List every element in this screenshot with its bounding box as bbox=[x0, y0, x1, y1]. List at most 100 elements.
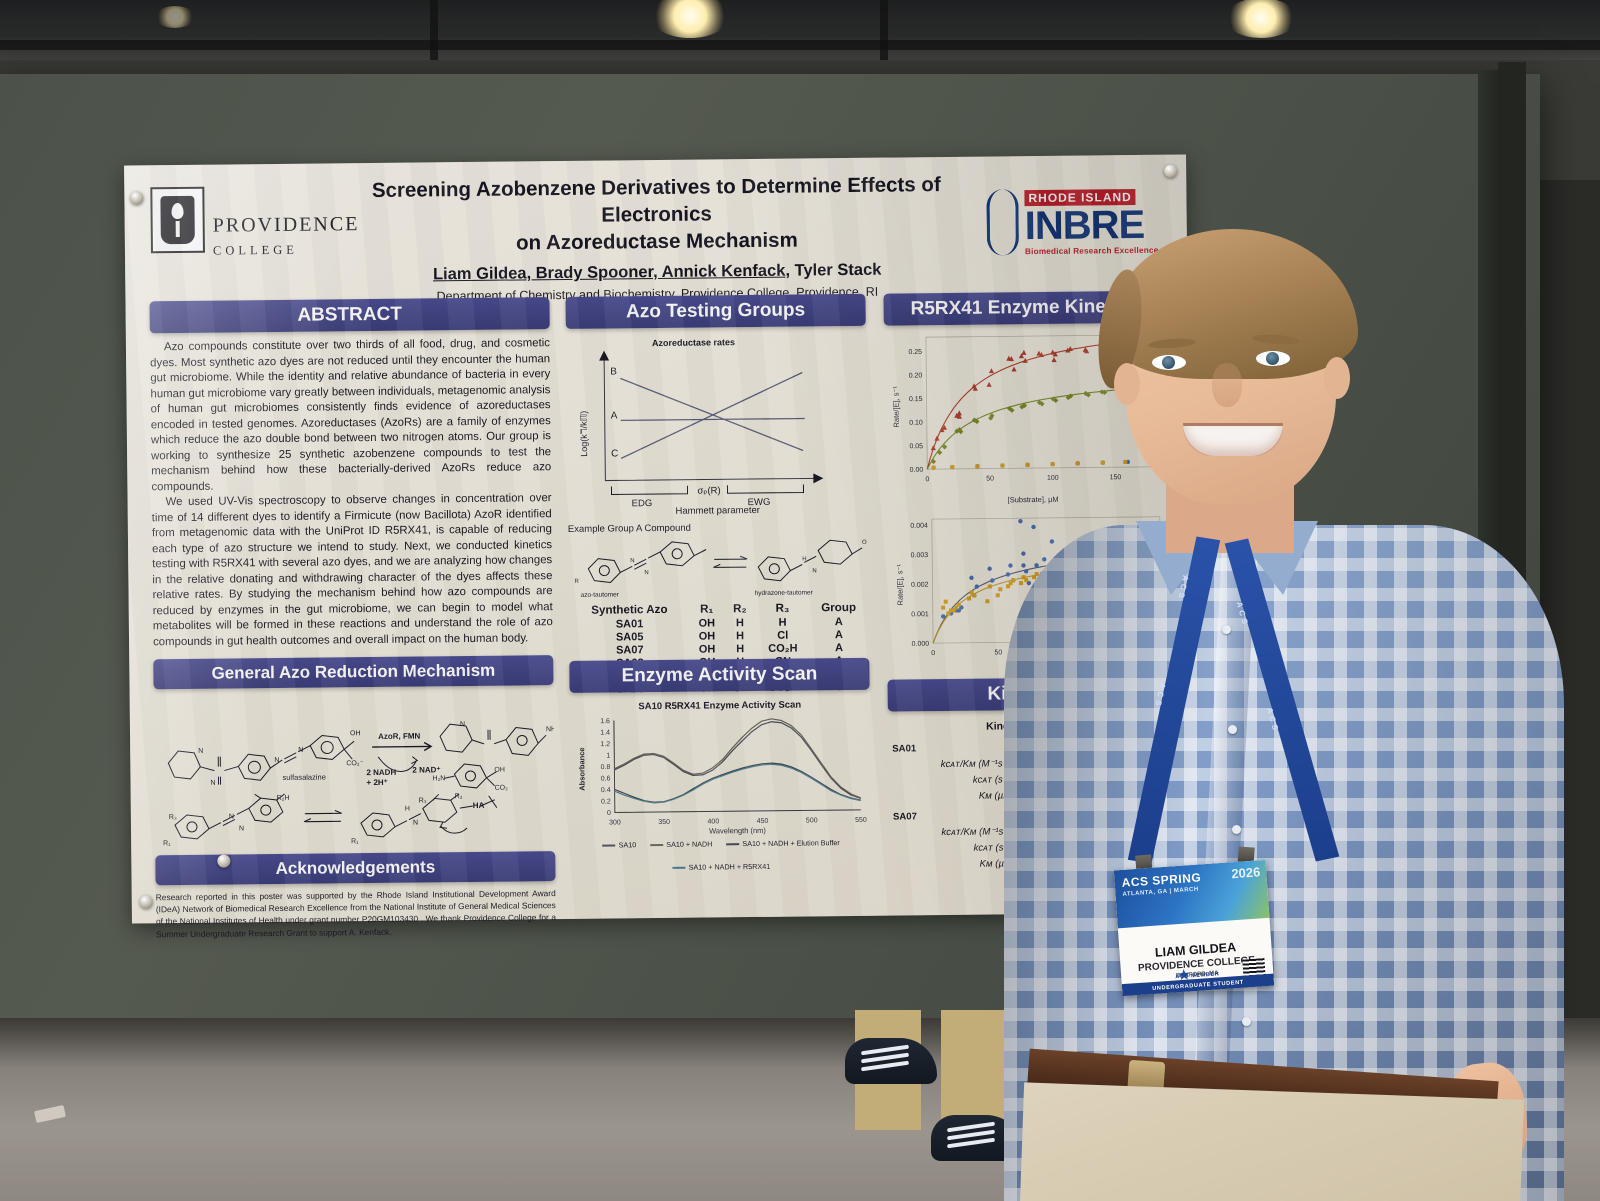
svg-text:2 NAD⁺: 2 NAD⁺ bbox=[412, 765, 440, 774]
badge-year: 2026 bbox=[1230, 864, 1261, 882]
person-eye-right bbox=[1256, 351, 1290, 366]
data-point bbox=[987, 566, 992, 571]
svg-text:CO₂: CO₂ bbox=[495, 785, 509, 792]
data-point bbox=[937, 449, 943, 456]
data-point bbox=[974, 418, 980, 425]
svg-text:300: 300 bbox=[609, 819, 621, 826]
svg-text:1: 1 bbox=[606, 753, 610, 760]
azo-cell: H bbox=[735, 616, 745, 629]
data-point bbox=[956, 602, 961, 607]
svg-text:450: 450 bbox=[757, 818, 769, 825]
data-point bbox=[990, 578, 995, 583]
data-point bbox=[1018, 353, 1025, 359]
data-point bbox=[1018, 518, 1023, 524]
column-middle: Azo Testing Groups Azoreductase rates B … bbox=[565, 293, 869, 696]
column-middle-scan: Enzyme Activity Scan SA10 R5RX41 Enzyme … bbox=[569, 657, 871, 873]
azo-cell: OH bbox=[698, 629, 716, 643]
data-point bbox=[1021, 551, 1026, 556]
data-point bbox=[985, 599, 990, 604]
shirt-button bbox=[1228, 725, 1237, 734]
svg-text:0.10: 0.10 bbox=[909, 420, 923, 427]
azo-header-0: Synthetic Azo bbox=[591, 602, 668, 617]
svg-text:0.004: 0.004 bbox=[910, 523, 928, 530]
scan-series-line bbox=[614, 763, 861, 804]
data-point bbox=[975, 464, 980, 469]
section-heading-azo-testing-groups: Azo Testing Groups bbox=[565, 293, 866, 329]
svg-text:N: N bbox=[198, 748, 203, 755]
background-person bbox=[845, 1010, 1035, 1201]
section-heading-enzyme-activity-scan: Enzyme Activity Scan bbox=[569, 657, 870, 693]
data-point bbox=[998, 587, 1003, 592]
data-point bbox=[1022, 357, 1028, 363]
svg-text:0.05: 0.05 bbox=[909, 443, 923, 450]
data-point bbox=[1123, 459, 1128, 464]
svg-text:R₃: R₃ bbox=[419, 797, 427, 804]
svg-text:HA: HA bbox=[473, 801, 485, 810]
data-point bbox=[1011, 366, 1017, 372]
svg-text:N: N bbox=[460, 721, 465, 728]
azo-cell: CO₂H bbox=[768, 642, 798, 655]
person-nose bbox=[1212, 363, 1242, 407]
scan-legend-entry: SA10 + NADH + Elution Buffer bbox=[726, 838, 840, 848]
svg-text:Rate/[E], s⁻¹: Rate/[E], s⁻¹ bbox=[895, 563, 904, 605]
svg-text:0.001: 0.001 bbox=[911, 611, 929, 618]
svg-text:R₂H: R₂H bbox=[277, 795, 290, 802]
svg-text:N: N bbox=[413, 820, 418, 827]
data-point bbox=[1031, 524, 1036, 530]
hammett-chart: Azoreductase rates B A C Log(kℸ/kℿ) bbox=[566, 328, 868, 518]
abstract-paragraph-1: Azo compounds constitute over two thirds… bbox=[150, 337, 552, 493]
azo-cell: SA07 bbox=[615, 643, 644, 656]
scan-legend-entry: SA10 + NADH + R5RX41 bbox=[672, 862, 770, 872]
data-point bbox=[930, 458, 937, 465]
svg-text:1.4: 1.4 bbox=[600, 730, 610, 737]
data-point bbox=[972, 593, 977, 598]
azo-header-3: R₃ bbox=[775, 601, 790, 615]
section-heading-acknowledgements: Acknowledgements bbox=[155, 851, 556, 886]
svg-text:+ 2H⁺: + 2H⁺ bbox=[366, 778, 387, 787]
data-point bbox=[995, 593, 1000, 598]
svg-text:OH: OH bbox=[494, 767, 505, 774]
data-point bbox=[1009, 407, 1015, 413]
shirt-button bbox=[1232, 825, 1241, 834]
providence-torch-icon bbox=[150, 186, 205, 254]
svg-text:50: 50 bbox=[994, 649, 1002, 656]
iris bbox=[1162, 356, 1175, 369]
svg-text:0.003: 0.003 bbox=[911, 552, 929, 559]
azo-cell: H bbox=[736, 629, 745, 642]
azo-cell: OH bbox=[698, 642, 716, 656]
ceiling-light bbox=[1225, 0, 1297, 38]
data-point bbox=[969, 575, 974, 580]
azo-cell: H bbox=[736, 642, 745, 655]
data-point bbox=[1050, 462, 1055, 467]
data-point bbox=[950, 465, 955, 470]
svg-text:Azoreductase rates: Azoreductase rates bbox=[652, 337, 735, 348]
data-point bbox=[972, 385, 978, 391]
data-point bbox=[1100, 460, 1105, 465]
authors-rest: , Tyler Stack bbox=[785, 260, 882, 280]
data-point bbox=[956, 410, 962, 416]
data-point bbox=[1011, 578, 1016, 583]
svg-text:350: 350 bbox=[658, 819, 670, 826]
conference-badge: ACS SPRING ATLANTA, GA | MARCH 2026 LIAM… bbox=[1113, 859, 1275, 997]
logo-line1: PROVIDENCE bbox=[212, 213, 360, 237]
svg-text:50: 50 bbox=[986, 475, 994, 482]
svg-text:N: N bbox=[239, 825, 244, 832]
svg-text:σₚ(R): σₚ(R) bbox=[697, 485, 720, 496]
data-point bbox=[1005, 572, 1011, 577]
data-point bbox=[1008, 563, 1013, 568]
svg-text:400: 400 bbox=[707, 818, 719, 825]
svg-text:R₁: R₁ bbox=[163, 840, 171, 847]
svg-text:CO₂⁻: CO₂⁻ bbox=[346, 760, 363, 767]
data-point bbox=[1052, 351, 1058, 357]
data-point bbox=[1025, 462, 1030, 467]
ceiling-beam bbox=[430, 0, 438, 70]
column-left: ABSTRACT Azo compounds constitute over t… bbox=[149, 297, 553, 650]
person-hair bbox=[1108, 229, 1358, 379]
data-point bbox=[989, 413, 995, 419]
khaki-pants bbox=[1012, 1082, 1524, 1201]
svg-text:R: R bbox=[574, 579, 579, 585]
data-point bbox=[1019, 581, 1024, 586]
data-point bbox=[941, 614, 946, 619]
poster-title-line2: on Azoreductase Mechanism bbox=[515, 228, 798, 255]
svg-text:100: 100 bbox=[1047, 475, 1059, 482]
